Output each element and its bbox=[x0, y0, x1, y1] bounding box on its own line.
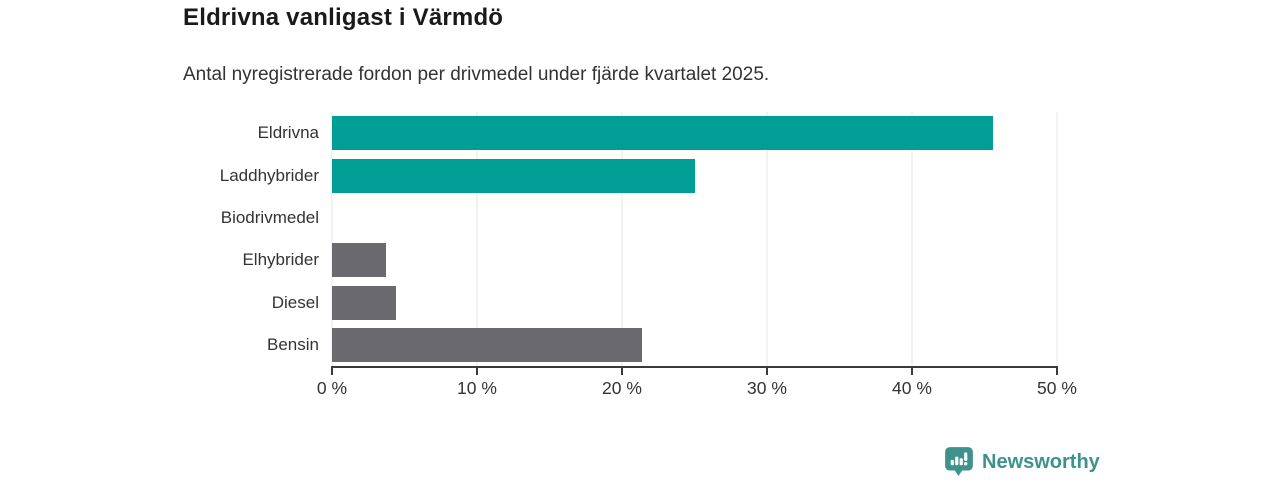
gridline bbox=[766, 112, 768, 366]
gridline bbox=[911, 112, 913, 366]
category-label: Biodrivmedel bbox=[220, 207, 319, 227]
bar-row: Bensin bbox=[0, 324, 1057, 366]
bar-rows: Eldrivna Laddhybrider Biodrivmedel Elhybrid… bbox=[0, 112, 1057, 366]
gridline bbox=[331, 112, 333, 366]
axis-tick-label: 10 % bbox=[457, 378, 497, 398]
gridlines bbox=[331, 112, 1058, 366]
bar-row: Diesel bbox=[0, 282, 1057, 324]
axis-tick bbox=[331, 368, 333, 375]
axis-tick-label: 30 % bbox=[747, 378, 787, 398]
category-label: Laddhybrider bbox=[219, 165, 319, 185]
bar-track bbox=[332, 243, 1057, 278]
bar bbox=[332, 328, 643, 363]
axis-tick-label: 0 % bbox=[316, 378, 348, 398]
bar-track bbox=[332, 201, 1057, 235]
bar-row: Biodrivmedel bbox=[0, 197, 1057, 239]
category-label: Eldrivna bbox=[257, 123, 319, 143]
axis-tick bbox=[1056, 368, 1058, 375]
axis-tick-labels: 0 % 10 % 20 % 30 % 40 % 50 % bbox=[317, 378, 1077, 402]
gridline bbox=[621, 112, 623, 366]
bar bbox=[332, 116, 994, 151]
bar bbox=[332, 243, 386, 278]
bar bbox=[332, 158, 695, 193]
axis-tick-label: 50 % bbox=[1037, 378, 1077, 398]
axis-tick-label: 40 % bbox=[892, 378, 932, 398]
chart-subtitle: Antal nyregistrerade fordon per drivmede… bbox=[183, 64, 770, 85]
brand-name: Newsworthy bbox=[982, 450, 1100, 473]
axis-tick bbox=[766, 368, 768, 375]
newsworthy-logo-link[interactable]: Newsworthy bbox=[944, 446, 1100, 478]
category-label: Bensin bbox=[267, 335, 319, 355]
bar-track bbox=[332, 285, 1057, 320]
category-label: Elhybrider bbox=[242, 250, 319, 270]
bar-track bbox=[332, 158, 1057, 193]
x-axis-line bbox=[331, 366, 1058, 368]
bar-row: Eldrivna bbox=[0, 112, 1057, 154]
bar-track bbox=[332, 116, 1057, 151]
gridline bbox=[1056, 112, 1058, 366]
bar-chart-speech-bubble-icon bbox=[945, 447, 973, 476]
bar bbox=[332, 285, 396, 320]
bar-row: Elhybrider bbox=[0, 239, 1057, 281]
axis-tick bbox=[911, 368, 913, 375]
chart-title: Eldrivna vanligast i Värmdö bbox=[183, 4, 504, 31]
axis-ticks bbox=[331, 368, 1058, 375]
axis-tick bbox=[476, 368, 478, 375]
axis-tick bbox=[621, 368, 623, 375]
category-label: Diesel bbox=[271, 292, 319, 312]
bar-chart: Eldrivna Laddhybrider Biodrivmedel Elhybrid… bbox=[0, 112, 1110, 412]
gridline bbox=[476, 112, 478, 366]
bar-track bbox=[332, 328, 1057, 363]
bar-row: Laddhybrider bbox=[0, 154, 1057, 196]
axis-tick-label: 20 % bbox=[602, 378, 642, 398]
